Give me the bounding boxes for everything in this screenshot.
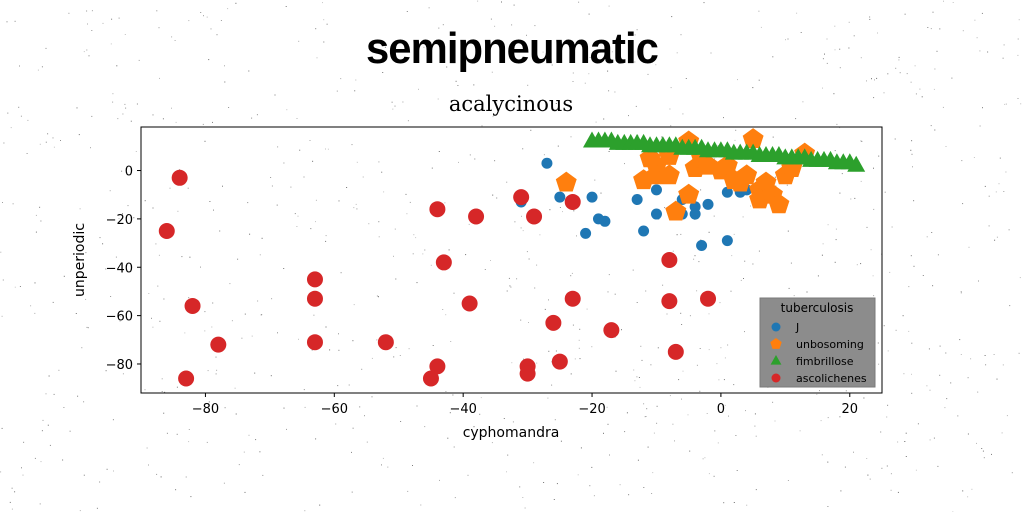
x-tick-label: −80 [192,402,219,417]
data-point [742,128,764,148]
data-point [554,191,566,203]
data-point [377,334,394,351]
data-point [586,191,598,203]
legend-marker [771,322,781,332]
data-point [721,186,733,198]
legend-label: ascolichenes [796,372,867,385]
x-tick-label: −40 [449,402,476,417]
data-point [513,189,530,206]
legend-marker [771,373,781,383]
series-unbosoming [555,128,816,221]
data-point [564,290,581,307]
data-point [158,222,175,239]
legend-label: J [795,321,799,334]
data-point [650,208,662,220]
axis-ticks: −80 −60 −40 −20 0 20 −80 −60 −40 −20 0 [106,165,858,417]
data-point [599,215,611,227]
data-point [461,295,478,312]
data-point [702,198,714,210]
data-point [306,271,323,288]
data-point [689,208,701,220]
x-axis-label: cyphomandra [463,425,560,441]
data-point [435,254,452,271]
y-tick-label: −20 [106,213,133,228]
data-point [545,314,562,331]
page-title: semipneumatic [366,24,659,73]
x-tick-label: 0 [717,402,725,417]
series-fimbrillose [583,131,866,172]
legend-label: fimbrillose [796,355,854,368]
data-point [638,225,650,237]
data-point [736,164,758,185]
data-point [847,155,866,172]
data-point [564,193,581,210]
data-point [422,370,439,387]
y-axis-label: unperiodic [72,223,88,297]
data-point [650,184,662,196]
legend-label: unbosoming [796,338,864,351]
data-point [721,235,733,247]
data-point [631,194,643,206]
data-point [171,169,188,186]
data-point [519,365,536,382]
data-point [306,290,323,307]
legend-marker [770,338,782,349]
legend-marker [770,355,782,365]
data-point [178,370,195,387]
data-point [696,239,708,251]
y-tick-label: −60 [106,310,133,325]
data-point [667,343,684,360]
data-point [429,201,446,218]
series-ascolichenes [158,169,717,387]
y-tick-label: −80 [106,358,133,373]
data-point [468,208,485,225]
data-point [551,353,568,370]
data-point [768,193,790,214]
data-point [716,154,738,175]
data-point [429,358,446,375]
data-point [661,252,678,268]
data-point [555,171,577,192]
plot-area [158,128,866,387]
data-point [210,336,227,353]
data-point [603,322,620,339]
data-point [526,208,543,225]
y-tick-label: −40 [106,261,133,276]
legend-title: tuberculosis [781,301,854,315]
chart-title: acalycinous [449,92,573,116]
data-point [184,297,201,314]
data-point [700,290,717,307]
data-point [306,334,323,351]
data-point [541,157,553,169]
data-point [661,293,678,310]
data-point [580,227,592,239]
x-tick-label: −60 [321,402,348,417]
x-tick-label: 20 [842,402,859,417]
data-point [658,164,680,185]
data-point [678,183,700,204]
x-tick-label: −20 [578,402,605,417]
plot-frame [140,126,883,394]
y-tick-label: 0 [125,165,133,180]
data-point [665,200,687,221]
